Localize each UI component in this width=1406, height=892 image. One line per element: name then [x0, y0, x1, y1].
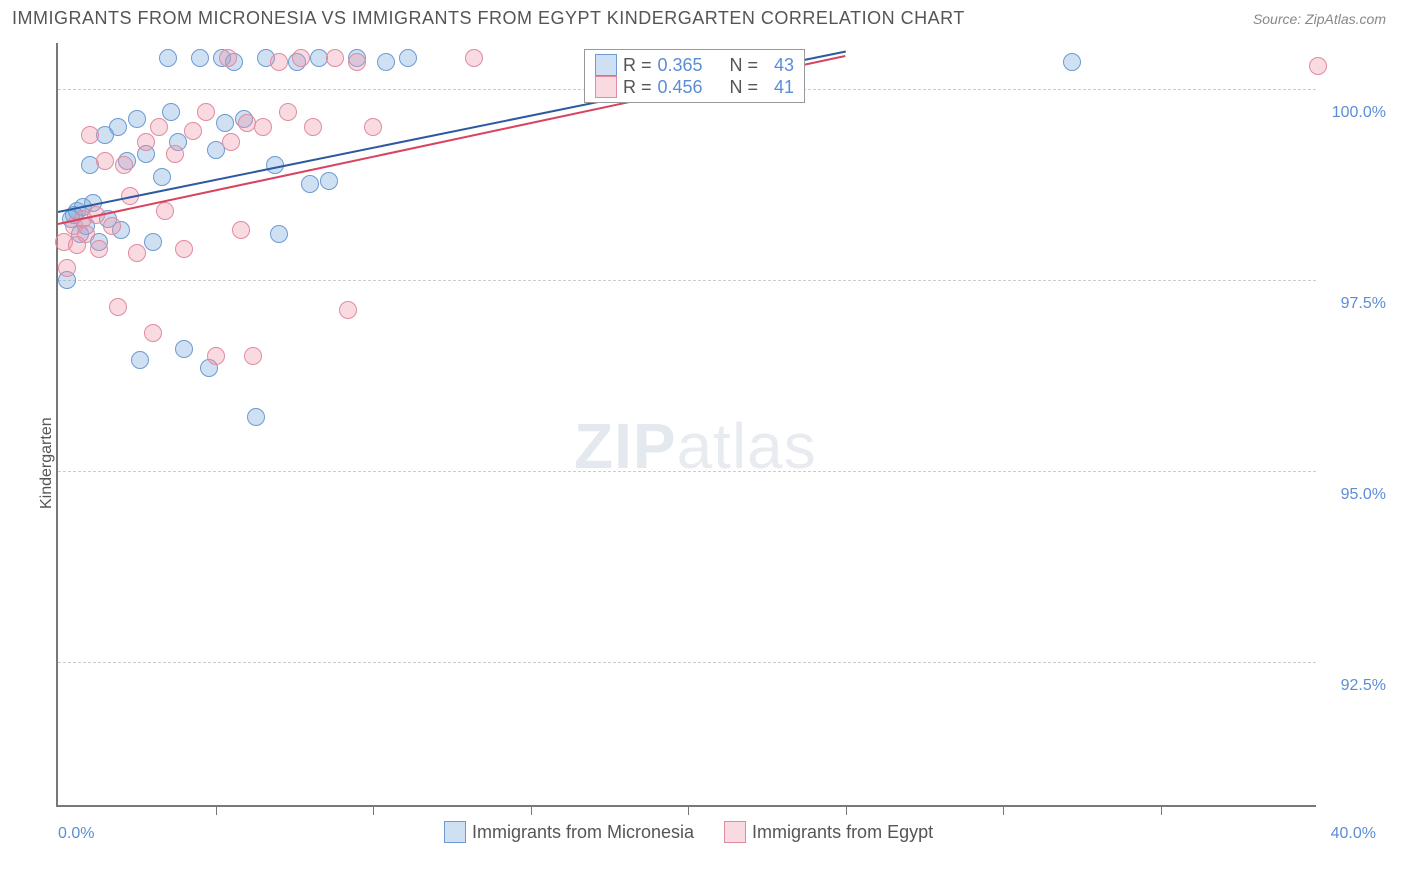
data-point — [377, 53, 395, 71]
data-point — [191, 49, 209, 67]
data-point — [131, 351, 149, 369]
data-point — [175, 340, 193, 358]
legend-r-label: R = — [623, 55, 652, 76]
data-point — [207, 347, 225, 365]
x-tick — [373, 805, 374, 815]
x-tick — [1003, 805, 1004, 815]
data-point — [128, 244, 146, 262]
plot-area: 92.5%95.0%97.5%100.0%0.0%40.0%Kindergart… — [56, 43, 1316, 807]
y-tick-label: 97.5% — [1326, 295, 1386, 313]
legend-swatch — [595, 54, 617, 76]
legend-n-label: N = — [730, 77, 759, 98]
gridline — [58, 662, 1316, 663]
data-point — [103, 217, 121, 235]
data-point — [222, 133, 240, 151]
legend-swatch — [444, 821, 466, 843]
data-point — [279, 103, 297, 121]
data-point — [137, 133, 155, 151]
data-point — [339, 301, 357, 319]
data-point — [153, 168, 171, 186]
data-point — [270, 53, 288, 71]
data-point — [304, 118, 322, 136]
x-tick — [531, 805, 532, 815]
correlation-legend: R = 0.365 N =43 R = 0.456 N =41 — [584, 49, 805, 103]
data-point — [77, 225, 95, 243]
data-point — [184, 122, 202, 140]
x-tick — [846, 805, 847, 815]
data-point — [254, 118, 272, 136]
data-point — [247, 408, 265, 426]
y-axis-label: Kindergarten — [38, 417, 56, 509]
data-point — [109, 298, 127, 316]
data-point — [232, 221, 250, 239]
gridline — [58, 280, 1316, 281]
data-point — [364, 118, 382, 136]
x-tick-label: 0.0% — [58, 825, 94, 843]
data-point — [58, 259, 76, 277]
data-point — [162, 103, 180, 121]
watermark: ZIPatlas — [574, 409, 817, 483]
y-tick-label: 95.0% — [1326, 486, 1386, 504]
legend-n-value: 41 — [764, 77, 794, 98]
data-point — [348, 53, 366, 71]
data-point — [320, 172, 338, 190]
x-tick-label: 40.0% — [1316, 825, 1376, 843]
data-point — [219, 49, 237, 67]
data-point — [96, 152, 114, 170]
data-point — [197, 103, 215, 121]
legend-n-label: N = — [730, 55, 759, 76]
y-tick-label: 92.5% — [1326, 677, 1386, 695]
series-legend-item: Immigrants from Egypt — [724, 821, 933, 843]
data-point — [166, 145, 184, 163]
legend-swatch — [595, 76, 617, 98]
data-point — [292, 49, 310, 67]
y-tick-label: 100.0% — [1326, 104, 1386, 122]
legend-r-value: 0.365 — [658, 55, 714, 76]
legend-swatch — [724, 821, 746, 843]
x-tick — [1161, 805, 1162, 815]
series-legend-item: Immigrants from Micronesia — [444, 821, 694, 843]
data-point — [399, 49, 417, 67]
data-point — [301, 175, 319, 193]
data-point — [150, 118, 168, 136]
legend-row: R = 0.365 N =43 — [595, 54, 794, 76]
data-point — [156, 202, 174, 220]
legend-n-value: 43 — [764, 55, 794, 76]
data-point — [175, 240, 193, 258]
data-point — [144, 324, 162, 342]
data-point — [115, 156, 133, 174]
data-point — [1063, 53, 1081, 71]
data-point — [144, 233, 162, 251]
x-tick — [688, 805, 689, 815]
x-tick — [216, 805, 217, 815]
data-point — [326, 49, 344, 67]
legend-r-value: 0.456 — [658, 77, 714, 98]
chart-title: IMMIGRANTS FROM MICRONESIA VS IMMIGRANTS… — [12, 8, 965, 29]
series-name: Immigrants from Egypt — [752, 822, 933, 843]
data-point — [109, 118, 127, 136]
data-point — [1309, 57, 1327, 75]
data-point — [270, 225, 288, 243]
legend-row: R = 0.456 N =41 — [595, 76, 794, 98]
source-label: Source: ZipAtlas.com — [1253, 11, 1386, 27]
data-point — [159, 49, 177, 67]
data-point — [465, 49, 483, 67]
data-point — [81, 126, 99, 144]
series-legend: Immigrants from Micronesia Immigrants fro… — [444, 821, 933, 843]
series-name: Immigrants from Micronesia — [472, 822, 694, 843]
data-point — [90, 240, 108, 258]
data-point — [244, 347, 262, 365]
data-point — [128, 110, 146, 128]
data-point — [216, 114, 234, 132]
legend-r-label: R = — [623, 77, 652, 98]
gridline — [58, 471, 1316, 472]
